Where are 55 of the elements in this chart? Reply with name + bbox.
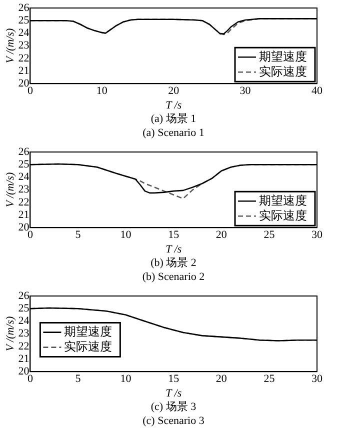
y-tick-label: 24 <box>18 27 30 40</box>
y-tick-label: 25 <box>18 158 30 170</box>
y-tick-label: 22 <box>18 196 30 208</box>
x-tick-label: 15 <box>168 373 180 386</box>
x-axis-title: T /s <box>166 387 182 400</box>
x-tick-label: 30 <box>240 85 252 98</box>
x-tick-label: 5 <box>75 373 82 386</box>
y-axis-title: V /(m/s) <box>4 172 16 208</box>
x-axis-title: T /s <box>166 243 182 256</box>
y-tick-label: 22 <box>18 52 30 64</box>
y-tick-label: 26 <box>18 290 30 302</box>
y-tick-label: 21 <box>18 352 30 365</box>
x-tick-label: 5 <box>75 229 82 242</box>
x-tick-label: 20 <box>216 373 228 386</box>
x-tick-label: 0 <box>27 85 34 98</box>
text: (b) 场景 2 <box>150 256 198 270</box>
x-tick-label: 0 <box>27 229 34 242</box>
y-tick-label: 23 <box>18 328 30 340</box>
text: (c) 场景 3 <box>150 400 198 414</box>
legend-label: 实际速度 <box>64 339 112 354</box>
legend-label: 实际速度 <box>259 208 307 222</box>
y-axis-title: V /(m/s) <box>4 28 16 64</box>
y-tick-label: 21 <box>18 208 30 221</box>
y-axis-title: V /(m/s) <box>4 316 16 352</box>
legend-label: 期望速度 <box>64 324 112 338</box>
x-tick-label: 10 <box>96 85 108 98</box>
legend-label: 期望速度 <box>259 49 307 64</box>
text: (c) Scenario 3 <box>142 414 206 428</box>
x-tick-label: 40 <box>312 85 323 98</box>
y-tick-label: 26 <box>18 146 30 158</box>
y-tick-label: 24 <box>18 171 30 184</box>
x-tick-label: 10 <box>120 373 132 386</box>
x-tick-label: 15 <box>168 229 180 242</box>
y-tick-label: 21 <box>18 64 30 77</box>
y-tick-label: 25 <box>18 302 30 314</box>
x-tick-label: 10 <box>120 229 132 242</box>
y-tick-label: 22 <box>18 340 30 352</box>
legend-label: 期望速度 <box>259 193 307 208</box>
x-tick-label: 25 <box>264 229 276 242</box>
text: (a) 场景 1 <box>150 112 198 126</box>
legend-label: 实际速度 <box>259 64 307 78</box>
text: (a) Scenario 1 <box>142 126 206 140</box>
y-tick-label: 25 <box>18 14 30 26</box>
y-tick-label: 24 <box>18 315 30 328</box>
x-tick-label: 30 <box>312 229 323 242</box>
y-tick-label: 23 <box>18 184 30 196</box>
x-axis-title: T /s <box>166 99 182 112</box>
y-tick-label: 23 <box>18 40 30 52</box>
y-tick-label: 26 <box>18 2 30 14</box>
x-tick-label: 0 <box>27 373 34 386</box>
x-tick-label: 20 <box>216 229 228 242</box>
text: (b) Scenario 2 <box>141 270 206 284</box>
x-tick-label: 20 <box>168 85 180 98</box>
x-tick-label: 30 <box>312 373 323 386</box>
x-tick-label: 25 <box>264 373 276 386</box>
